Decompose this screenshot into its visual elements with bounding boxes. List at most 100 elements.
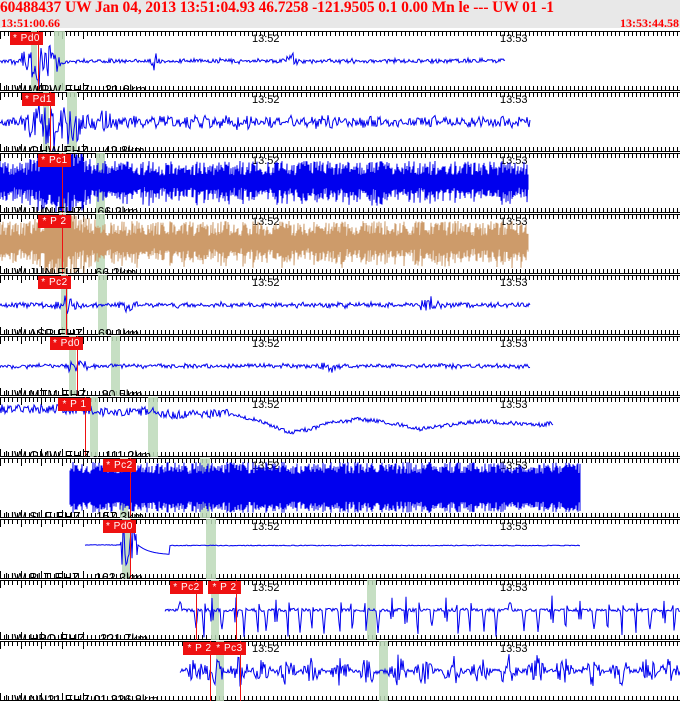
axis-line-bottom [0, 517, 680, 518]
axis-line-top [0, 275, 680, 276]
time-axis-label: 13:53 [500, 33, 528, 45]
coda-window-band [206, 519, 216, 579]
time-axis-label: 13:53 [500, 643, 528, 655]
phase-pick-label[interactable]: * P 2 [183, 642, 216, 655]
header-bar: 60488437 UW Jan 04, 2013 13:51:04.93 46.… [0, 0, 680, 30]
time-axis-label: 13:53 [500, 277, 528, 289]
time-axis-label: 13:52 [252, 582, 280, 594]
axis-line-top [0, 31, 680, 32]
phase-pick-line[interactable] [85, 397, 86, 457]
coda-window-band [90, 397, 98, 457]
phase-pick-line[interactable] [130, 458, 131, 518]
time-axis-label: 13:52 [252, 643, 280, 655]
coda-window-band [69, 336, 76, 396]
phase-pick-label[interactable]: * Pc2 [170, 581, 203, 594]
time-axis-label: 13:52 [252, 216, 280, 228]
station-label[interactable]: UW JUN EHZ -- 66.2km [5, 205, 139, 213]
trace-row[interactable]: 13:52 13:53 * Pd0 UW WPW EHZ -- 31.6km [0, 31, 680, 91]
station-label[interactable]: UW GHW EHZ -- 42.8km [5, 144, 145, 152]
axis-line-top [0, 458, 680, 459]
phase-pick-label[interactable]: * Pc2 [103, 459, 136, 472]
trace-row[interactable]: 13:52 13:53 * Pc2 * P 2 UW HBO EHZ -- 321.7k… [0, 580, 680, 640]
time-axis-label: 13:53 [500, 155, 528, 167]
coda-window-band [43, 92, 49, 152]
time-axis-label: 13:52 [252, 155, 280, 167]
time-axis-label: 13:52 [252, 33, 280, 45]
phase-pick-line[interactable] [50, 92, 51, 152]
axis-line-top [0, 580, 680, 581]
phase-pick-label[interactable]: * Pc1 [38, 154, 71, 167]
station-label[interactable]: UW NN21 EHZ 01 336.8km [5, 693, 159, 701]
trace-row[interactable]: 13:52 13:53 * P 2 * Pc3 UW NN21 EHZ 01 336.8… [0, 641, 680, 701]
station-label[interactable]: UW BLT EHZ -- 163.3km [5, 571, 143, 579]
waveform [0, 153, 529, 213]
axis-line-bottom [0, 456, 680, 457]
station-label[interactable]: UW ASR EHZ -- 69.1km [5, 327, 140, 335]
time-axis-label: 13:52 [252, 94, 280, 106]
axis-line-bottom [0, 90, 680, 91]
time-axis-label: 13:52 [252, 277, 280, 289]
phase-pick-label[interactable]: * P 2 [38, 215, 71, 228]
phase-pick-line[interactable] [77, 336, 78, 396]
phase-pick-label[interactable]: * Pc3 [213, 642, 246, 655]
waveform [84, 527, 581, 567]
trace-row[interactable]: 13:52 13:53 * Pc2 UW SLF EHZ -- 157.3km [0, 458, 680, 518]
trace-row[interactable]: 13:52 13:53 * Pd0 UW MTM EHZ -- 80.5km [0, 336, 680, 396]
trace-row[interactable]: 13:52 13:53 * P 2 UW JUN ELZ -- 66.2km [0, 214, 680, 274]
axis-line-top [0, 92, 680, 93]
axis-line-top [0, 336, 680, 337]
phase-pick-line[interactable] [196, 580, 197, 640]
station-label[interactable]: UW SLF EHZ -- 157.3km [5, 510, 144, 518]
phase-pick-line[interactable] [38, 31, 39, 91]
axis-line-bottom [0, 212, 680, 213]
phase-pick-label[interactable]: * Pc2 [38, 276, 71, 289]
station-label[interactable]: UW JUN ELZ -- 66.2km [5, 266, 137, 274]
phase-pick-label[interactable]: * P 1 [58, 398, 91, 411]
time-axis-label: 13:52 [252, 338, 280, 350]
trace-row[interactable]: 13:52 13:53 * Pc1 UW JUN EHZ -- 66.2km [0, 153, 680, 213]
axis-line-bottom [0, 395, 680, 396]
phase-pick-label[interactable]: * Pd1 [22, 93, 55, 106]
axis-line-top [0, 214, 680, 215]
station-label[interactable]: UW HBO EHZ -- 321.7km [5, 632, 149, 640]
axis-line-top [0, 153, 680, 154]
station-label[interactable]: UW WPW EHZ -- 31.6km [5, 83, 146, 91]
coda-window-band [67, 92, 77, 152]
time-axis-label: 13:53 [500, 338, 528, 350]
axis-line-bottom [0, 578, 680, 579]
time-axis-label: 13:52 [252, 521, 280, 533]
phase-pick-line[interactable] [240, 641, 241, 701]
coda-window-band [122, 519, 130, 579]
trace-row[interactable]: 13:52 13:53 * P 1 UW GMW EHZ -- 111.2km [0, 397, 680, 457]
phase-pick-line[interactable] [66, 275, 67, 335]
phase-pick-label[interactable]: * P 2 [208, 581, 241, 594]
waveform [0, 102, 531, 152]
station-label[interactable]: UW MTM EHZ -- 80.5km [5, 388, 143, 396]
axis-line-bottom [0, 273, 680, 274]
phase-pick-line[interactable] [130, 519, 131, 579]
trace-row[interactable]: 13:52 13:53 * Pc2 UW ASR EHZ -- 69.1km [0, 275, 680, 335]
trace-row[interactable]: 13:52 13:53 * Pd0 UW BLT EHZ -- 163.3km [0, 519, 680, 579]
waveform [0, 295, 531, 314]
phase-pick-label[interactable]: * Pd0 [10, 32, 43, 45]
time-axis-label: 13:53 [500, 399, 528, 411]
phase-pick-label[interactable]: * Pd0 [103, 520, 136, 533]
coda-window-band [31, 31, 37, 91]
trace-row[interactable]: 13:52 13:53 * Pd1 UW GHW EHZ -- 42.8km [0, 92, 680, 152]
phase-pick-line[interactable] [236, 580, 237, 640]
phase-pick-line[interactable] [62, 214, 63, 274]
phase-pick-label[interactable]: * Pd0 [50, 337, 83, 350]
coda-window-band [148, 397, 158, 457]
station-label[interactable]: UW GMW EHZ -- 111.2km [5, 449, 152, 457]
waveform [69, 461, 581, 513]
phase-pick-line[interactable] [62, 153, 63, 213]
window-start-time: 13:51:00.66 [1, 16, 60, 30]
phase-pick-line[interactable] [210, 641, 211, 701]
coda-window-band [61, 275, 68, 335]
axis-line-top [0, 519, 680, 520]
time-axis-label: 13:53 [500, 521, 528, 533]
coda-window-band [216, 641, 224, 701]
time-axis-label: 13:53 [500, 582, 528, 594]
coda-window-band [211, 580, 219, 640]
axis-line-top [0, 641, 680, 642]
